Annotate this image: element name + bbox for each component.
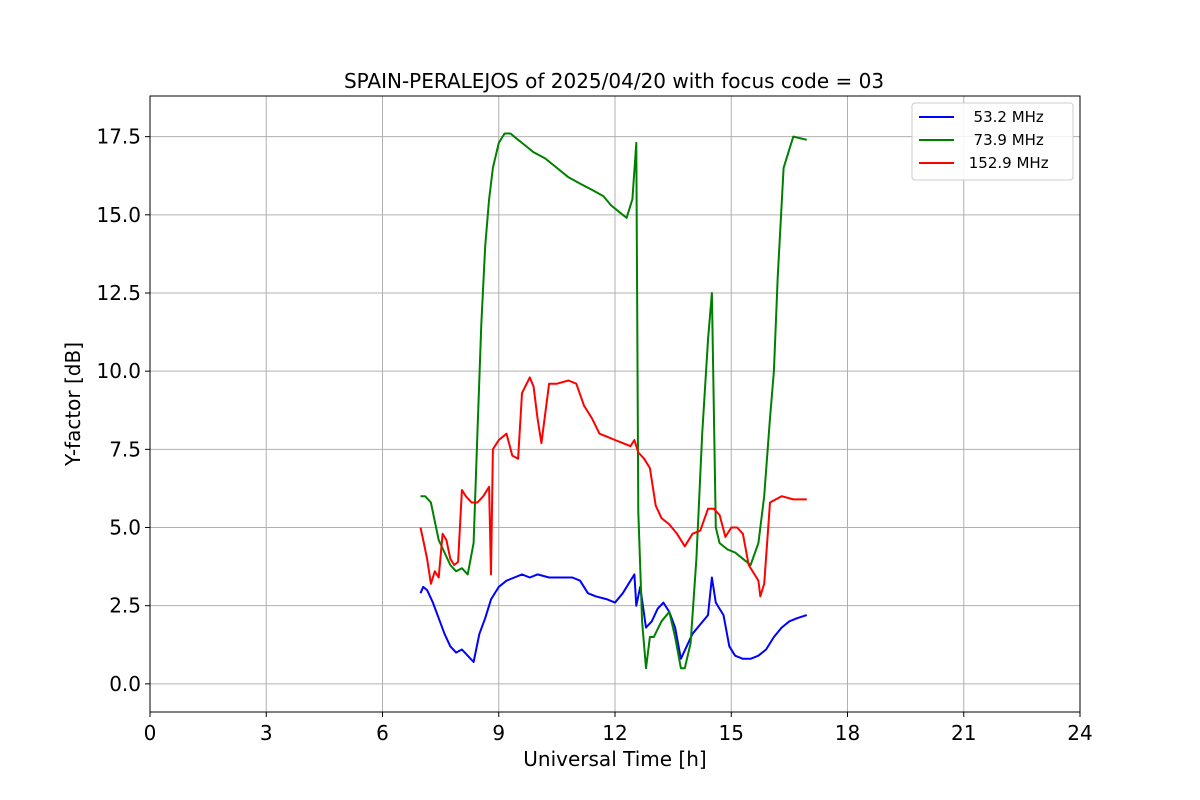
x-tick-label: 3 (260, 721, 273, 745)
x-axis-label: Universal Time [h] (523, 747, 706, 771)
x-tick-label: 12 (602, 721, 627, 745)
y-axis-label: Y-factor [dB] (61, 342, 85, 467)
legend-box (911, 102, 1074, 181)
series-line-2 (420, 132, 808, 670)
chart-title: SPAIN-PERALEJOS of 2025/04/20 with focus… (344, 69, 884, 93)
x-tick-label: 6 (376, 721, 389, 745)
y-tick-label: 5.0 (109, 516, 141, 540)
y-tick-label: 0.0 (109, 672, 141, 696)
x-axis: 0 3 6 9 12 15 18 21 24 (144, 712, 1093, 745)
legend-label: 73.9 MHz (964, 131, 1044, 149)
x-tick-label: 18 (835, 721, 860, 745)
series-lines (419, 132, 808, 670)
y-tick-label: 17.5 (96, 125, 141, 149)
series-line-3 (419, 376, 807, 598)
x-tick-label: 24 (1067, 721, 1092, 745)
legend-label: 152.9 MHz (964, 154, 1049, 172)
y-tick-label: 15.0 (96, 203, 141, 227)
series-line-1 (419, 573, 808, 663)
legend: 53.2 MHz 73.9 MHz 152.9 MHz (911, 102, 1074, 181)
x-tick-label: 21 (951, 721, 976, 745)
x-tick-label: 9 (492, 721, 505, 745)
y-tick-label: 12.5 (96, 281, 141, 305)
y-tick-label: 7.5 (109, 437, 141, 461)
y-axis: 0.0 2.5 5.0 7.5 10.0 12.5 15.0 17.5 (96, 125, 150, 696)
x-tick-label: 15 (719, 721, 744, 745)
x-tick-label: 0 (144, 721, 157, 745)
y-tick-label: 10.0 (96, 359, 141, 383)
legend-label: 53.2 MHz (964, 108, 1044, 126)
y-tick-label: 2.5 (109, 594, 141, 618)
